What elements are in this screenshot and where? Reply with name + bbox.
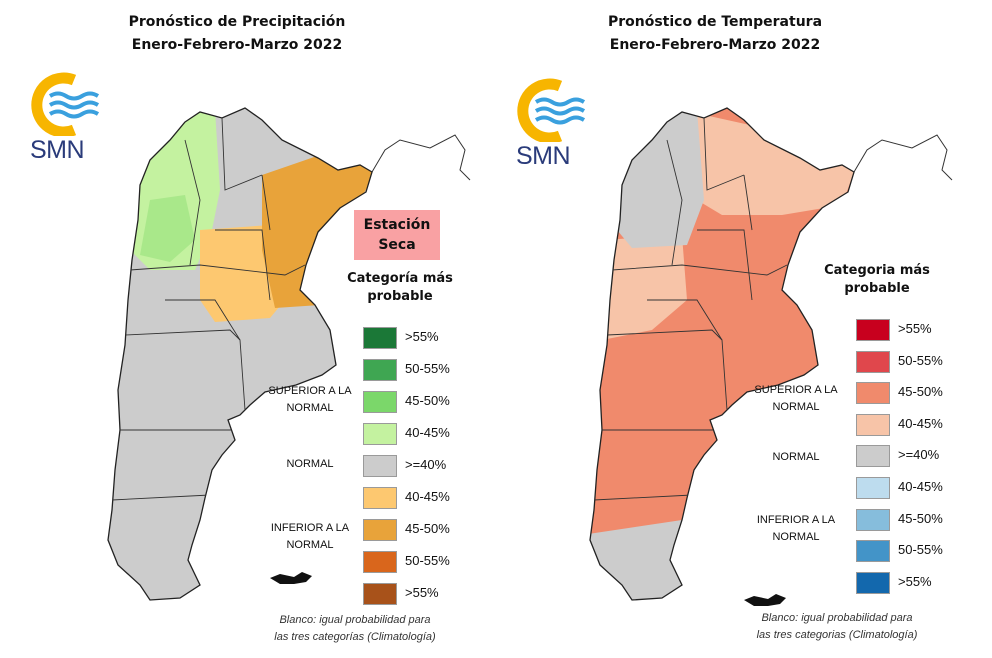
smn-logo: SMN <box>28 72 108 172</box>
category-superior: SUPERIOR A LA NORMAL <box>754 384 838 413</box>
region-superior-40-45 <box>682 110 854 215</box>
legend-swatch <box>363 423 397 445</box>
legend-label: >55% <box>405 585 439 600</box>
footnote: Blanco: igual probabilidad para las tres… <box>240 612 470 646</box>
logo-text: SMN <box>30 136 85 164</box>
legend-swatch <box>856 508 890 531</box>
legend-label: >55% <box>405 329 439 344</box>
legend-title: Categoría más probable <box>347 271 453 304</box>
precipitation-map <box>107 107 471 601</box>
legend-swatch <box>363 359 397 381</box>
legend-label: 50-55% <box>405 553 450 568</box>
category-inferior: INFERIOR A LA NORMAL <box>756 514 836 543</box>
legend-title: Categoria más probable <box>824 263 930 296</box>
legend-label: 40-45% <box>405 489 450 504</box>
legend-label: 50-55% <box>898 542 943 558</box>
legend-swatch <box>363 455 397 477</box>
legend-swatch <box>856 350 890 373</box>
footnote-line-1: Blanco: igual probabilidad para <box>761 612 913 624</box>
legend-swatch <box>856 413 890 436</box>
footnote-line-2: las tres categorias (Climatología) <box>756 629 918 641</box>
islands <box>270 572 312 584</box>
legend-swatch <box>363 583 397 605</box>
smn-logo: SMN <box>514 78 594 178</box>
category-superior: SUPERIOR A LA NORMAL <box>268 385 352 414</box>
category-normal: NORMAL <box>772 451 820 463</box>
legend-label: 40-45% <box>405 425 450 440</box>
region-normal-north <box>612 110 704 248</box>
legend-label: >55% <box>898 321 932 336</box>
legend-swatch <box>363 551 397 573</box>
smn-logo-icon <box>31 72 100 138</box>
title-line-2: Enero-Febrero-Marzo 2022 <box>131 37 343 53</box>
legend-label: 50-55% <box>898 352 943 368</box>
legend-swatch <box>856 382 890 405</box>
legend-swatch <box>856 445 890 468</box>
legend-label: >=40% <box>405 457 447 472</box>
legend-label: 45-50% <box>405 521 450 536</box>
neighbor-border <box>371 134 471 181</box>
legend-swatch <box>856 477 890 499</box>
logo-text: SMN <box>516 142 571 170</box>
temperature-panel: Pronóstico de Temperatura Enero-Febrero-… <box>490 0 992 658</box>
badge-text: Estación Seca <box>363 217 431 253</box>
legend-swatch <box>856 540 890 563</box>
legend-label: 40-45% <box>898 479 943 494</box>
legend-swatch <box>363 519 397 541</box>
legend-swatch <box>363 391 397 413</box>
temperature-title: Pronóstico de Temperatura Enero-Febrero-… <box>565 11 865 57</box>
temperature-map <box>589 107 953 606</box>
dry-season-badge: Estación Seca <box>354 210 440 260</box>
footnote-line-2: las tres categorías (Climatología) <box>274 631 436 643</box>
legend-label: 45-50% <box>898 384 943 400</box>
legend-swatch <box>363 327 397 349</box>
category-inferior: INFERIOR A LA NORMAL <box>270 522 350 551</box>
legend-label: 40-45% <box>898 415 943 431</box>
legend-label: 50-55% <box>405 361 450 376</box>
legend-label: >55% <box>898 573 932 589</box>
precipitation-title: Pronóstico de Precipitación Enero-Febrer… <box>87 11 387 57</box>
precipitation-panel: Pronóstico de Precipitación Enero-Febrer… <box>0 0 490 658</box>
legend-swatch <box>856 571 890 594</box>
region-normal-south <box>590 520 682 600</box>
region-superior-patch <box>140 195 195 262</box>
legend-label: 45-50% <box>898 510 943 526</box>
legend-label: 45-50% <box>405 393 450 408</box>
title-line-2: Enero-Febrero-Marzo 2022 <box>609 37 821 53</box>
legend-swatch <box>856 319 890 341</box>
smn-logo-icon <box>517 78 586 144</box>
footnote-line-1: Blanco: igual probabilidad para <box>279 614 431 626</box>
legend-label: >=40% <box>898 447 940 463</box>
category-normal: NORMAL <box>286 458 334 470</box>
footnote: Blanco: igual probabilidad para las tres… <box>722 610 952 644</box>
title-line-1: Pronóstico de Precipitación <box>128 14 346 30</box>
region-superior-40-45-west <box>602 235 687 340</box>
legend-swatch <box>363 487 397 509</box>
title-line-1: Pronóstico de Temperatura <box>607 14 823 30</box>
